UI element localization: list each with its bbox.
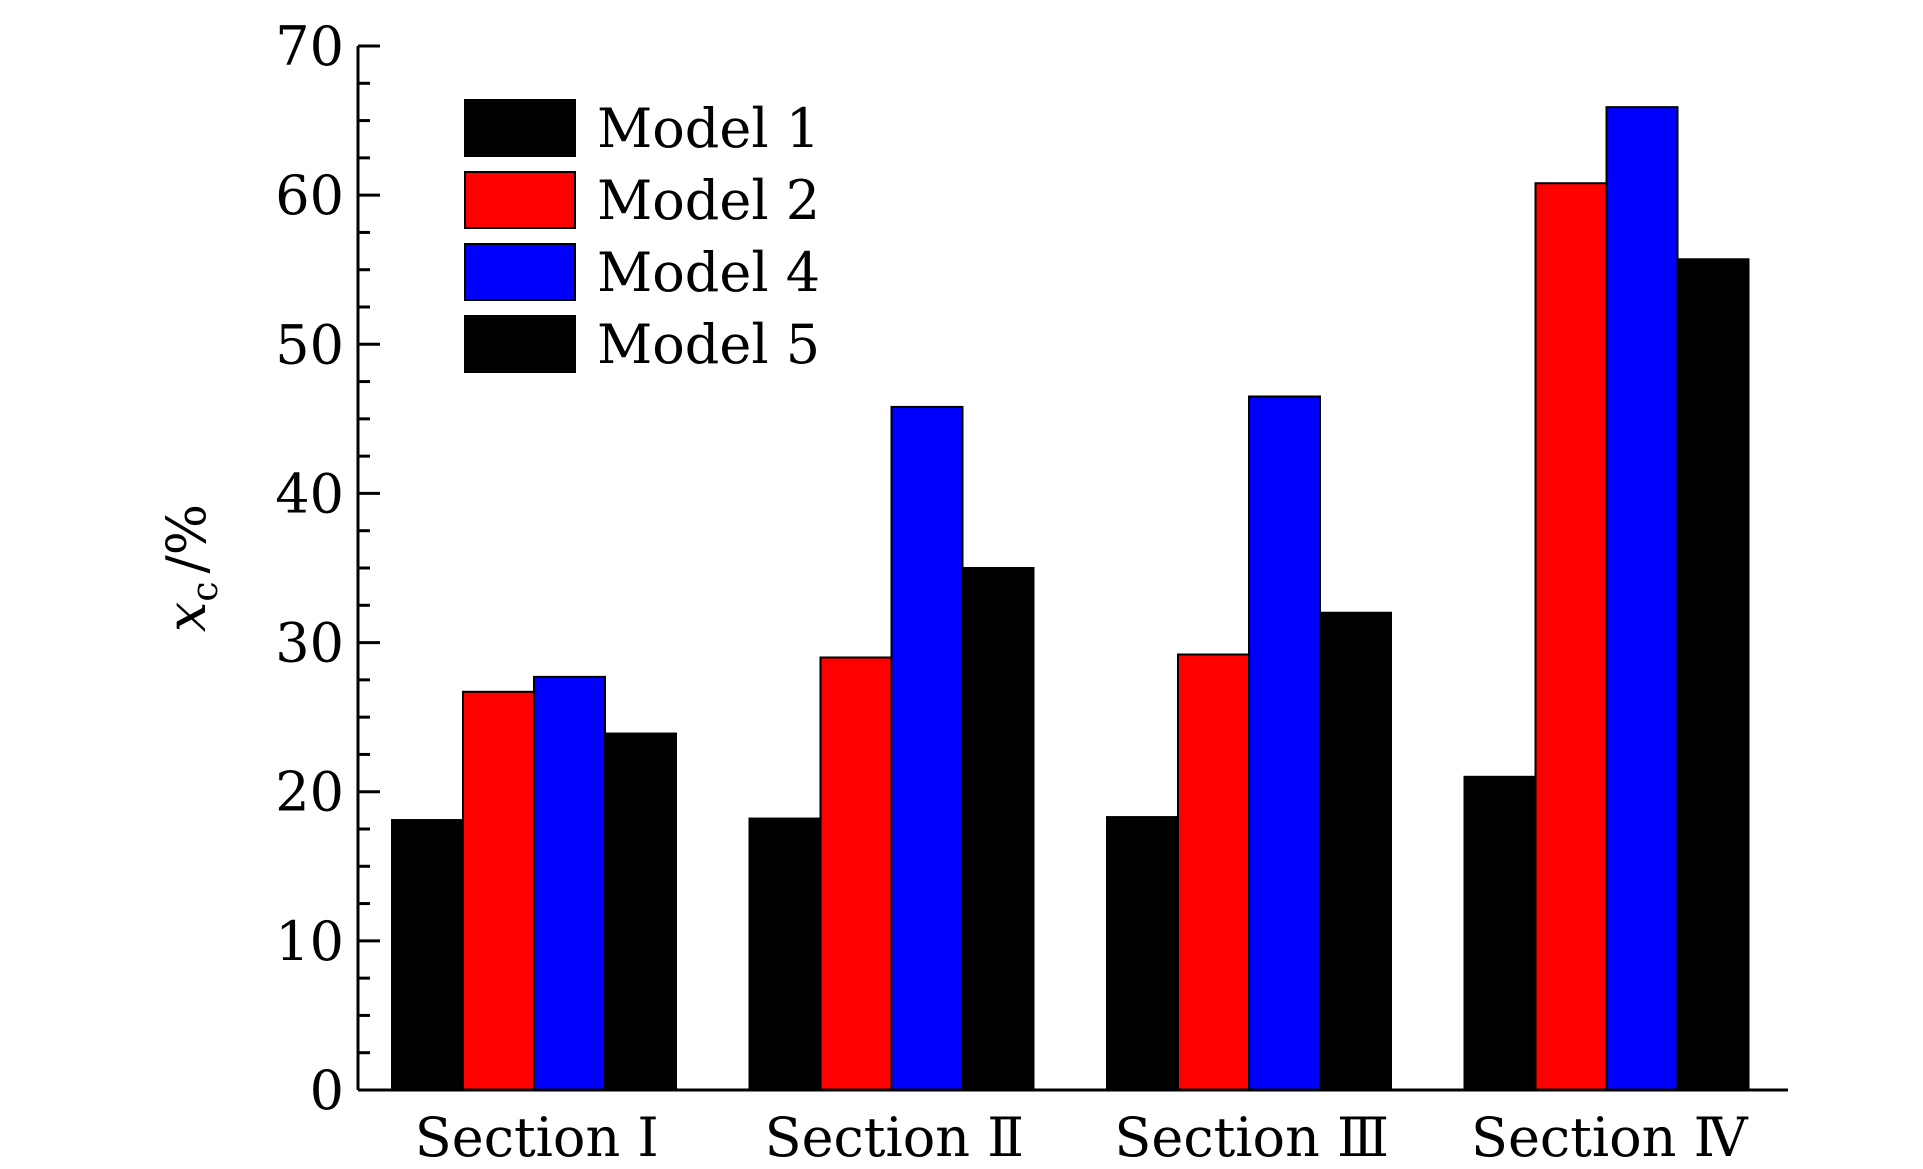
legend-swatch <box>464 99 576 157</box>
y-tick-label: 70 <box>275 15 344 78</box>
legend-label: Model 2 <box>597 169 820 232</box>
bar-model-5-cat-2 <box>961 567 1035 1091</box>
y-tick-label: 20 <box>275 761 344 824</box>
y-tick-label: 30 <box>275 612 344 675</box>
legend-swatch <box>464 171 576 229</box>
bar-model-2-cat-2 <box>819 656 893 1091</box>
bar-model-5-cat-1 <box>604 732 677 1091</box>
y-axis-title-unit: /% <box>155 504 218 574</box>
legend-swatch <box>464 315 576 373</box>
x-tick-label: Section Ⅱ <box>765 1106 1024 1169</box>
x-tick-label: Section Ⅰ <box>415 1106 659 1169</box>
x-tick-label: Section Ⅳ <box>1471 1106 1749 1169</box>
y-tick-label: 40 <box>275 462 344 525</box>
bar-model-1-cat-3 <box>1106 816 1179 1091</box>
bar-model-4-cat-3 <box>1248 395 1321 1091</box>
bar-model-1-cat-1 <box>391 819 464 1092</box>
bar-model-2-cat-4 <box>1534 182 1608 1091</box>
bar-model-5-cat-4 <box>1676 258 1750 1091</box>
legend-label: Model 4 <box>597 241 820 304</box>
bar-model-5-cat-3 <box>1319 611 1392 1091</box>
bar-model-2-cat-1 <box>462 690 535 1091</box>
bar-model-4-cat-1 <box>533 675 606 1091</box>
y-tick-label: 50 <box>275 313 344 376</box>
legend-label: Model 5 <box>597 313 820 376</box>
bar-model-1-cat-2 <box>748 817 822 1091</box>
y-tick-label: 10 <box>275 910 344 973</box>
legend: Model 1 Model 2 Model 4 Model 5 <box>464 97 820 376</box>
legend-label: Model 1 <box>597 97 820 160</box>
bar-model-1-cat-4 <box>1463 775 1537 1091</box>
axes-group: 0 10 20 30 40 50 60 70 Section Ⅰ Section Ⅱ Section… <box>275 15 1788 1169</box>
x-tick-label: Section Ⅲ <box>1114 1106 1389 1169</box>
bar-model-2-cat-3 <box>1177 653 1250 1091</box>
y-axis-title-main: x <box>155 602 218 632</box>
bars-group <box>391 106 1750 1092</box>
bar-model-4-cat-4 <box>1605 106 1679 1092</box>
y-axis-title-subscript: c <box>185 581 226 601</box>
y-axis-title: xc /% <box>155 504 226 632</box>
legend-swatch <box>464 243 576 301</box>
bar-model-4-cat-2 <box>890 405 964 1091</box>
y-tick-label: 60 <box>275 164 344 227</box>
y-tick-label: 0 <box>310 1059 344 1122</box>
y-axis-label: xc /% <box>155 504 226 632</box>
